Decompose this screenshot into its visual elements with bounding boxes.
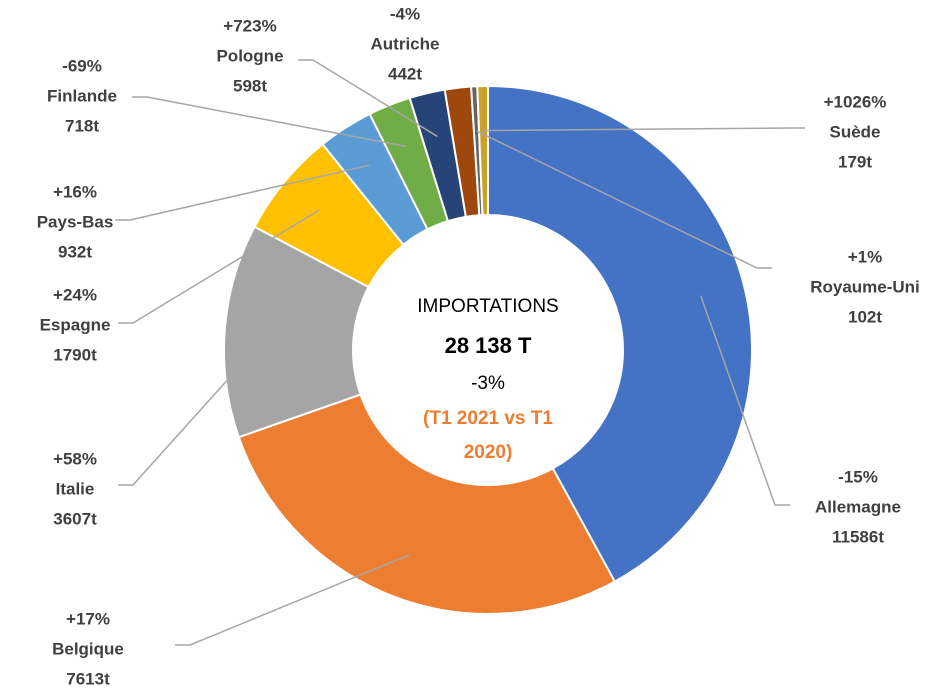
center-change: -3% (471, 373, 505, 394)
category-label: Belgique (52, 639, 124, 658)
leader-line (175, 554, 410, 646)
value-label: 102t (848, 307, 882, 326)
change-label: -69% (62, 56, 102, 75)
value-label: 1790t (53, 345, 97, 364)
category-label: Pologne (216, 46, 283, 65)
category-label: Allemagne (815, 497, 901, 516)
category-label: Pays-Bas (37, 212, 114, 231)
value-label: 598t (233, 76, 267, 95)
change-label: +58% (53, 449, 97, 468)
leader-line (132, 96, 407, 148)
change-label: -15% (838, 467, 878, 486)
slice (223, 225, 370, 439)
leader-line (483, 127, 805, 132)
leader-line (476, 130, 772, 269)
leader-line (115, 164, 370, 221)
slice (487, 84, 753, 583)
center-total: 28 138 T (445, 333, 532, 358)
labels: -15% Allemagne 11586t +17% Belgique 7613t +58%… (37, 4, 920, 688)
value-label: 3607t (53, 509, 97, 528)
value-label: 442t (388, 64, 422, 83)
value-label: 718t (65, 116, 99, 135)
slice (237, 393, 617, 615)
change-label: +24% (53, 285, 97, 304)
category-label: Italie (56, 479, 95, 498)
category-label: Autriche (371, 34, 440, 53)
center-period: (T1 2021 vs T1 (423, 408, 553, 429)
leader-line (118, 333, 270, 486)
change-label: +16% (53, 182, 97, 201)
leader-line (118, 209, 320, 324)
leader-line (699, 295, 790, 506)
center-period: 2020) (464, 442, 513, 463)
value-label: 179t (838, 152, 872, 171)
category-label: Royaume-Uni (810, 277, 920, 296)
leaders (115, 59, 805, 646)
slice (476, 84, 489, 217)
category-label: Suède (829, 122, 880, 141)
change-label: +1026% (824, 92, 887, 111)
change-label: +723% (223, 16, 276, 35)
change-label: +17% (66, 609, 110, 628)
change-label: -4% (390, 4, 420, 23)
value-label: 11586t (832, 527, 884, 546)
center-title: IMPORTATIONS (417, 296, 558, 317)
value-label: 7613t (66, 669, 110, 688)
leader-line (298, 59, 438, 138)
category-label: Espagne (40, 315, 111, 334)
value-label: 932t (58, 242, 92, 261)
slices (223, 84, 753, 615)
change-label: +1% (848, 247, 883, 266)
category-label: Finlande (47, 86, 117, 105)
